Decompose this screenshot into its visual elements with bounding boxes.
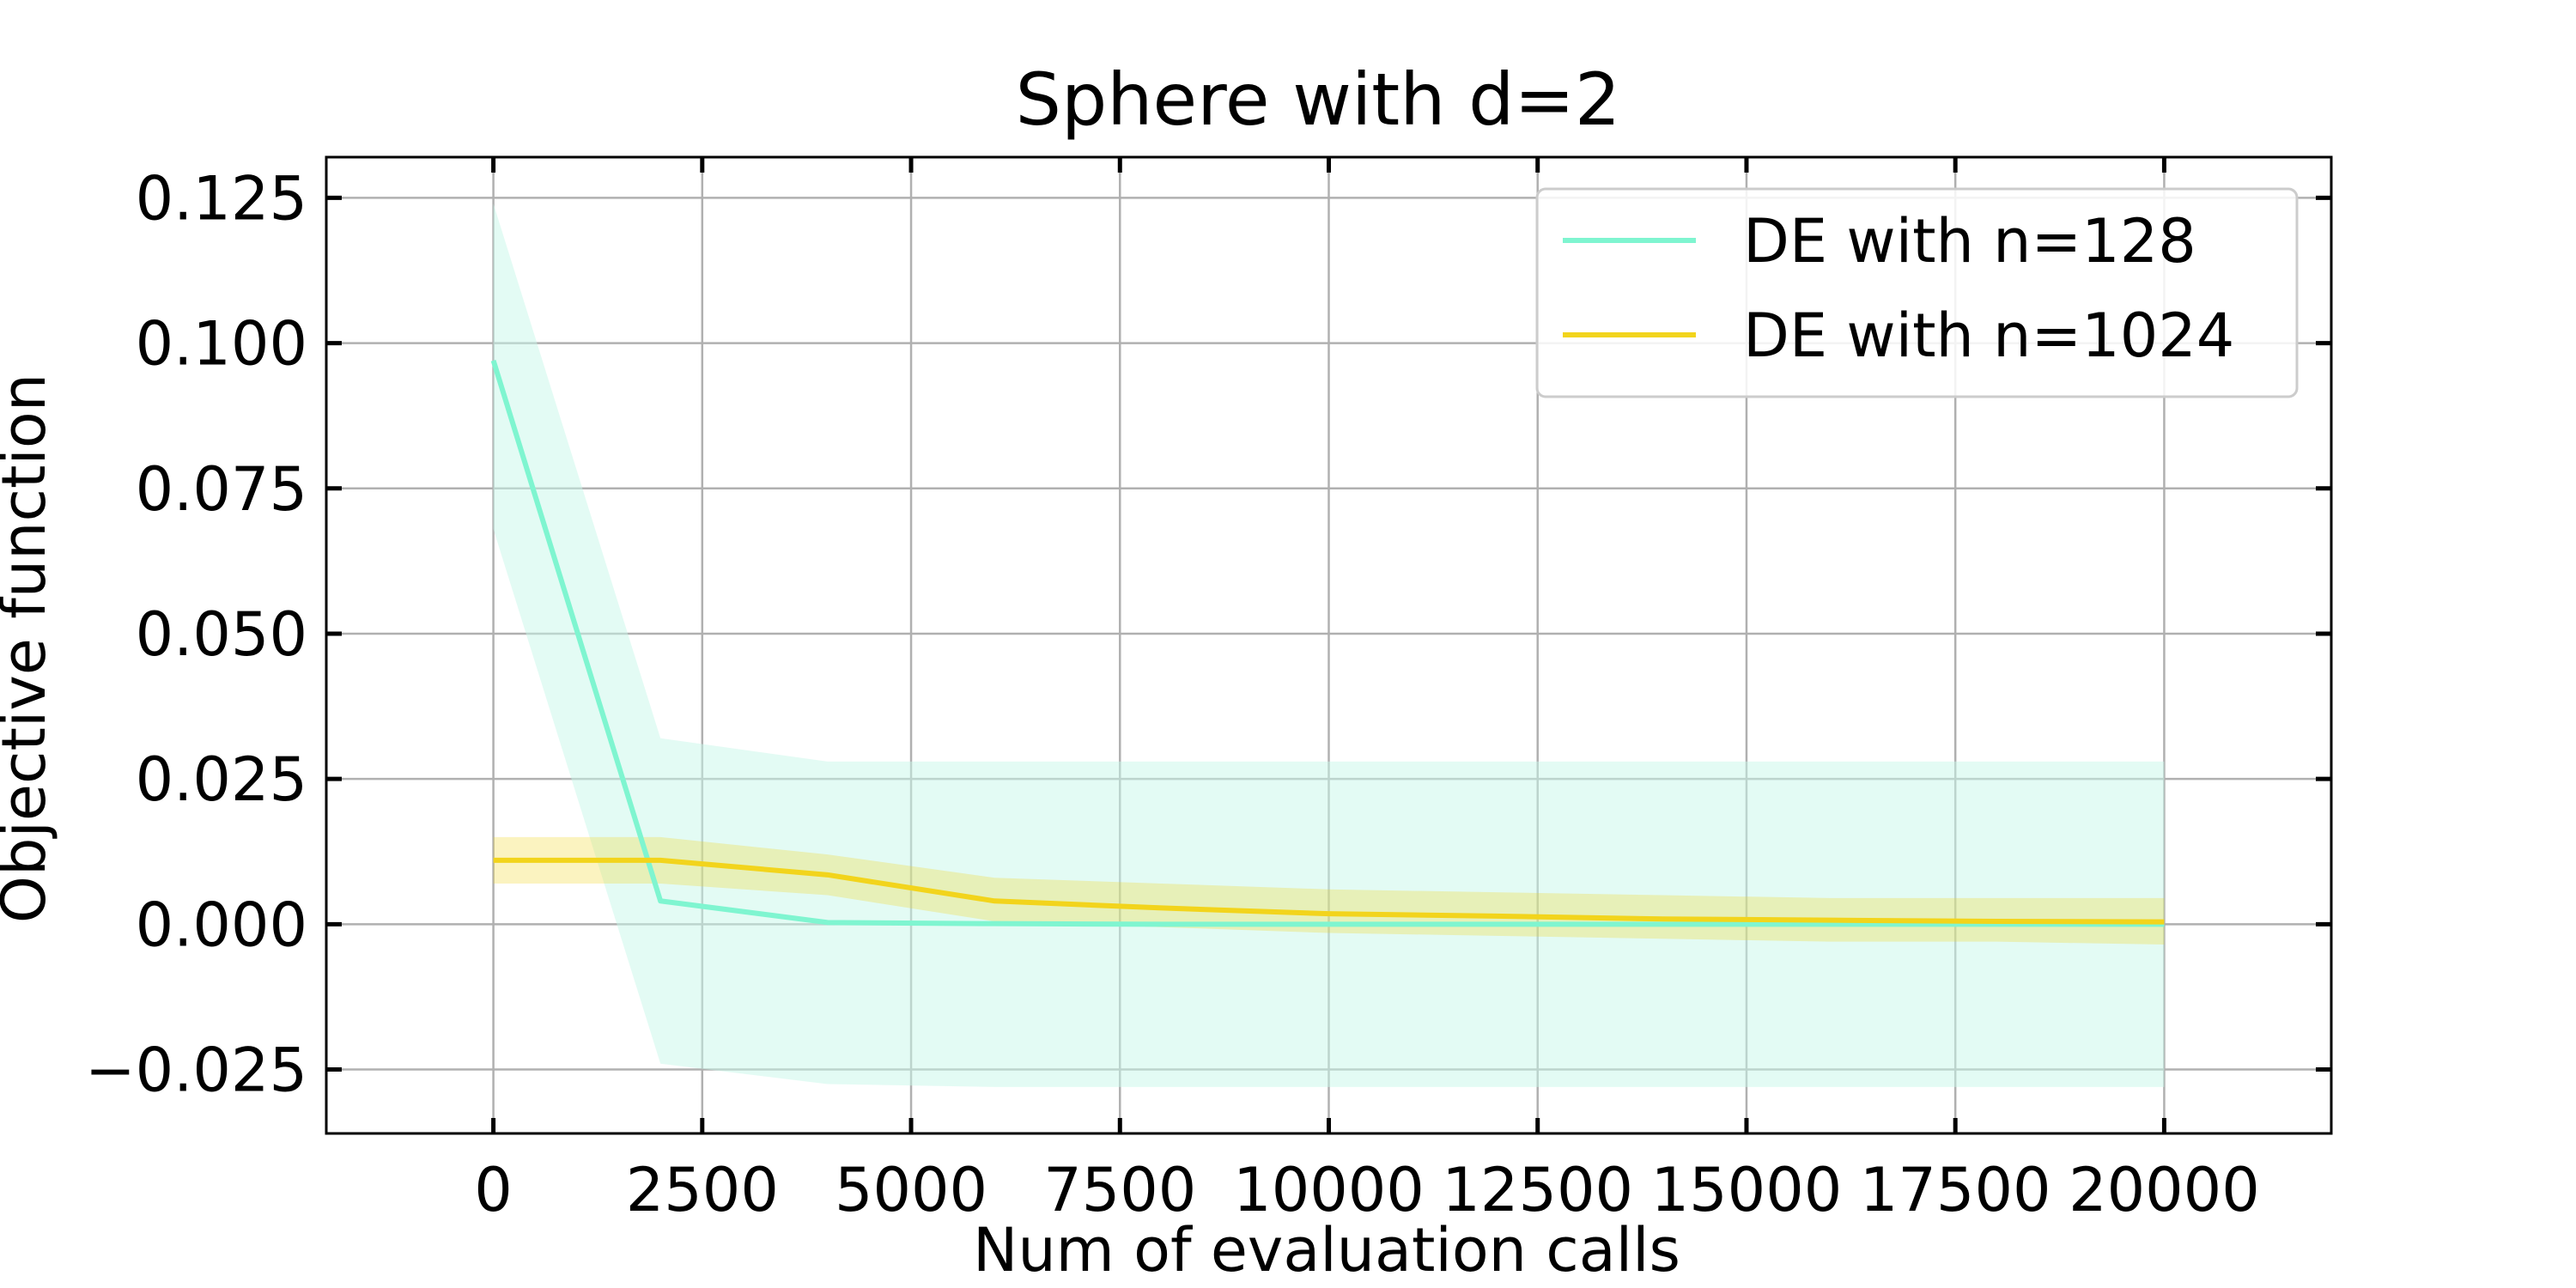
- confidence-band: [493, 204, 2165, 1087]
- y-tick-label: 0.000: [136, 890, 307, 960]
- chart-title: Sphere with d=2: [1016, 58, 1621, 142]
- legend-box: [1535, 187, 2299, 398]
- legend-label: DE with n=128: [1743, 206, 2196, 276]
- axis-ticks: 0 2500 5000 7500 10000 12500 15000 17500 20000 −0…: [85, 157, 2331, 1225]
- x-tick-label: 7500: [1043, 1155, 1196, 1225]
- y-tick-label: −0.025: [85, 1036, 307, 1106]
- y-tick-label: 0.100: [136, 309, 307, 380]
- x-tick-label: 20000: [2069, 1155, 2260, 1225]
- x-axis-label: Num of evaluation calls: [973, 1215, 1680, 1285]
- x-tick-label: 17500: [1860, 1155, 2051, 1225]
- series-line: [490, 359, 2165, 927]
- legend: DE with n=128 DE with n=1024: [1535, 187, 2299, 398]
- series-lines: [490, 359, 2165, 927]
- series-line: [493, 857, 2165, 925]
- y-tick-label: 0.125: [136, 163, 307, 234]
- x-tick-label: 2500: [626, 1155, 779, 1225]
- x-tick-label: 5000: [835, 1155, 987, 1225]
- y-axis-label: Objective function: [0, 374, 59, 923]
- y-tick-label: 0.075: [136, 454, 307, 525]
- legend-label: DE with n=1024: [1743, 301, 2234, 371]
- y-tick-label: 0.050: [136, 599, 307, 670]
- x-tick-label: 0: [474, 1155, 513, 1225]
- x-tick-label: 12500: [1442, 1155, 1633, 1225]
- x-tick-label: 10000: [1233, 1155, 1425, 1225]
- x-tick-label: 15000: [1651, 1155, 1843, 1225]
- y-tick-label: 0.025: [136, 744, 307, 815]
